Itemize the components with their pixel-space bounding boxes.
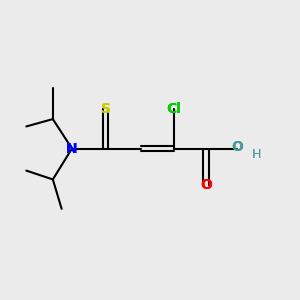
Text: O: O	[231, 140, 243, 154]
Text: O: O	[231, 140, 243, 154]
Text: Cl: Cl	[166, 102, 181, 116]
Text: S: S	[101, 102, 111, 116]
Circle shape	[230, 141, 243, 154]
Text: N: N	[66, 142, 78, 155]
Text: H: H	[251, 148, 261, 161]
Circle shape	[167, 102, 180, 115]
Text: Cl: Cl	[166, 102, 181, 116]
Circle shape	[65, 142, 79, 155]
Text: H: H	[251, 148, 261, 161]
Circle shape	[99, 102, 112, 115]
Text: N: N	[66, 142, 78, 155]
Text: O: O	[200, 178, 212, 192]
Text: O: O	[200, 178, 212, 192]
Circle shape	[200, 179, 212, 192]
Text: S: S	[101, 102, 111, 116]
